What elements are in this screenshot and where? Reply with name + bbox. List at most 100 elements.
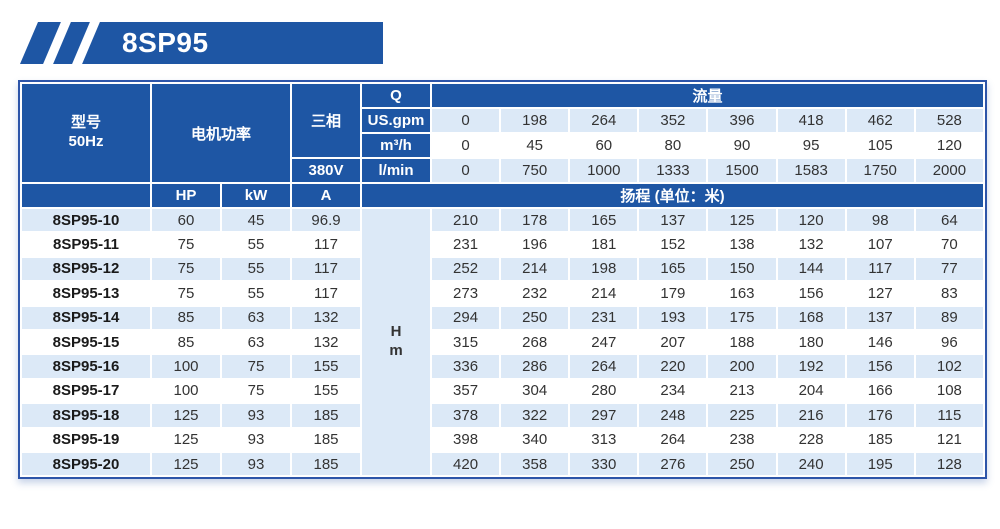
- model-cell: 8SP95-12: [20, 255, 152, 283]
- head-value-cell: 178: [499, 206, 571, 234]
- head-value-cell: 89: [913, 304, 986, 331]
- head-value-cell: 358: [499, 450, 571, 478]
- head-value-cell: 156: [775, 280, 847, 307]
- head-value-cell: 268: [499, 328, 571, 356]
- table-row: 8SP95-11 75 55 117 231 196 181 152 138 132 107 70: [20, 231, 986, 258]
- head-value-cell: 121: [913, 426, 986, 453]
- head-value-cell: 214: [499, 255, 571, 283]
- kw-cell: 93: [219, 426, 293, 453]
- hp-cell: 75: [150, 231, 222, 258]
- head-value-cell: 225: [706, 402, 778, 429]
- flow-value-cell: 0: [430, 132, 502, 159]
- kw-cell: 93: [219, 402, 293, 429]
- head-value-cell: 150: [706, 255, 778, 283]
- kw-cell: 55: [219, 280, 293, 307]
- table-row: 8SP95-14 85 63 132 294 250 231 193 175 168 137 89: [20, 304, 986, 331]
- head-value-cell: 195: [844, 450, 916, 478]
- usgpm-unit-label: US.gpm: [360, 107, 433, 134]
- head-value-cell: 192: [775, 353, 847, 380]
- head-value-cell: 175: [706, 304, 778, 331]
- head-value-cell: 204: [775, 377, 847, 405]
- head-value-cell: 188: [706, 328, 778, 356]
- head-value-cell: 273: [430, 280, 502, 307]
- hp-cell: 85: [150, 304, 222, 331]
- flow-value-cell: 120: [913, 132, 986, 159]
- model-cell: 8SP95-15: [20, 328, 152, 356]
- hp-cell: 125: [150, 402, 222, 429]
- head-value-cell: 166: [844, 377, 916, 405]
- head-value-cell: 180: [775, 328, 847, 356]
- flow-value-cell: 90: [706, 132, 778, 159]
- hp-header: HP: [150, 182, 222, 209]
- head-value-cell: 107: [844, 231, 916, 258]
- model-cell: 8SP95-18: [20, 402, 152, 429]
- head-value-cell: 264: [637, 426, 709, 453]
- model-cell: 8SP95-11: [20, 231, 152, 258]
- head-value-cell: 250: [706, 450, 778, 478]
- head-value-cell: 247: [568, 328, 640, 356]
- table-row: 8SP95-19 125 93 185 398 340 313 264 238 228 185 121: [20, 426, 986, 453]
- head-value-cell: 128: [913, 450, 986, 478]
- flow-value-cell: 462: [844, 107, 916, 134]
- head-value-cell: 83: [913, 280, 986, 307]
- kw-cell: 75: [219, 377, 293, 405]
- table-row: 8SP95-20 125 93 185 420 358 330 276 250 240 195 128: [20, 450, 986, 478]
- flow-value-cell: 95: [775, 132, 847, 159]
- hp-cell: 85: [150, 328, 222, 356]
- table-row: 8SP95-18 125 93 185 378 322 297 248 225 216 176 115: [20, 402, 986, 429]
- head-meters-header: 扬程 (单位：米): [360, 182, 985, 209]
- head-value-cell: 168: [775, 304, 847, 331]
- kw-cell: 55: [219, 231, 293, 258]
- head-value-cell: 216: [775, 402, 847, 429]
- header-row-q: 型号 50Hz 电机功率 三相 Q 流量: [20, 82, 985, 184]
- head-value-cell: 138: [706, 231, 778, 258]
- head-value-cell: 330: [568, 450, 640, 478]
- amp-header: A: [290, 182, 363, 209]
- head-value-cell: 336: [430, 353, 502, 380]
- table-row: 8SP95-17 100 75 155 357 304 280 234 213 204 166 108: [20, 377, 986, 405]
- hp-cell: 100: [150, 377, 222, 405]
- flow-value-cell: 1500: [706, 157, 778, 184]
- kw-cell: 55: [219, 255, 293, 283]
- amp-cell: 185: [290, 426, 363, 453]
- lmin-unit-label: l/min: [360, 157, 433, 184]
- table-row: 8SP95-15 85 63 132 315 268 247 207 188 180 146 96: [20, 328, 986, 356]
- head-value-cell: 378: [430, 402, 502, 429]
- flow-value-cell: 2000: [913, 157, 986, 184]
- head-value-cell: 198: [568, 255, 640, 283]
- model-cell: 8SP95-14: [20, 304, 152, 331]
- hp-cell: 60: [150, 206, 222, 234]
- head-value-cell: 117: [844, 255, 916, 283]
- kw-cell: 63: [219, 304, 293, 331]
- amp-cell: 117: [290, 255, 363, 283]
- head-value-cell: 252: [430, 255, 502, 283]
- page-title: 8SP95: [122, 27, 209, 58]
- flow-value-cell: 0: [430, 157, 502, 184]
- flow-value-cell: 528: [913, 107, 986, 134]
- header-row-units: HP kW A 扬程 (单位：米): [20, 182, 985, 209]
- q-header: Q: [360, 82, 433, 109]
- flow-value-cell: 0: [430, 107, 502, 134]
- head-value-cell: 125: [706, 206, 778, 234]
- model-label: 型号: [70, 114, 101, 132]
- header-row-m3h: m³/h 0 45 60 80 90 95 105 120: [21, 132, 986, 159]
- head-value-cell: 214: [568, 280, 640, 307]
- amp-cell: 185: [290, 402, 363, 429]
- head-value-cell: 286: [499, 353, 571, 380]
- head-value-cell: 322: [499, 402, 571, 429]
- head-value-cell: 70: [913, 231, 986, 258]
- head-value-cell: 420: [430, 450, 502, 478]
- banner-shape: [20, 22, 383, 64]
- model-cell: 8SP95-17: [20, 377, 152, 405]
- amp-cell: 185: [290, 450, 363, 478]
- amp-cell: 117: [290, 231, 363, 258]
- head-value-cell: 210: [430, 206, 502, 234]
- head-value-cell: 193: [637, 304, 709, 331]
- head-value-cell: 213: [706, 377, 778, 405]
- head-value-cell: 231: [430, 231, 502, 258]
- diagonal-stripe-decoration: [41, 22, 73, 64]
- frequency-label: 50Hz: [68, 133, 104, 150]
- head-value-cell: 264: [568, 353, 640, 380]
